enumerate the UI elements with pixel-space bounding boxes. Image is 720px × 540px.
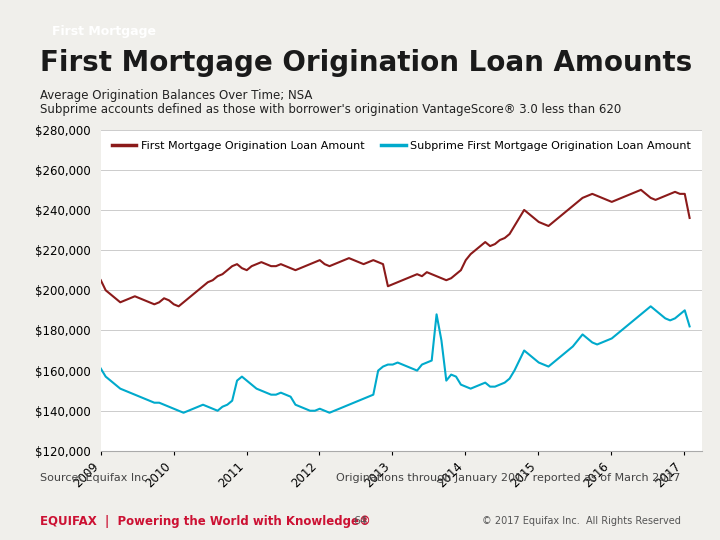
Text: 64: 64 bbox=[353, 516, 367, 526]
Text: First Mortgage: First Mortgage bbox=[53, 25, 156, 38]
Text: First Mortgage Origination Loan Amounts: First Mortgage Origination Loan Amounts bbox=[40, 49, 692, 77]
Text: EQUIFAX  |  Powering the World with Knowledge®: EQUIFAX | Powering the World with Knowle… bbox=[40, 515, 370, 528]
Text: Source: Equifax Inc.: Source: Equifax Inc. bbox=[40, 473, 150, 483]
Text: Originations through January 2017 reported as of March 2017: Originations through January 2017 report… bbox=[336, 473, 680, 483]
Text: © 2017 Equifax Inc.  All Rights Reserved: © 2017 Equifax Inc. All Rights Reserved bbox=[482, 516, 680, 526]
Text: Average Origination Balances Over Time; NSA: Average Origination Balances Over Time; … bbox=[40, 89, 312, 102]
Text: Subprime accounts defined as those with borrower's origination VantageScore® 3.0: Subprime accounts defined as those with … bbox=[40, 103, 621, 116]
Legend: First Mortgage Origination Loan Amount, Subprime First Mortgage Origination Loan: First Mortgage Origination Loan Amount, … bbox=[107, 135, 696, 156]
